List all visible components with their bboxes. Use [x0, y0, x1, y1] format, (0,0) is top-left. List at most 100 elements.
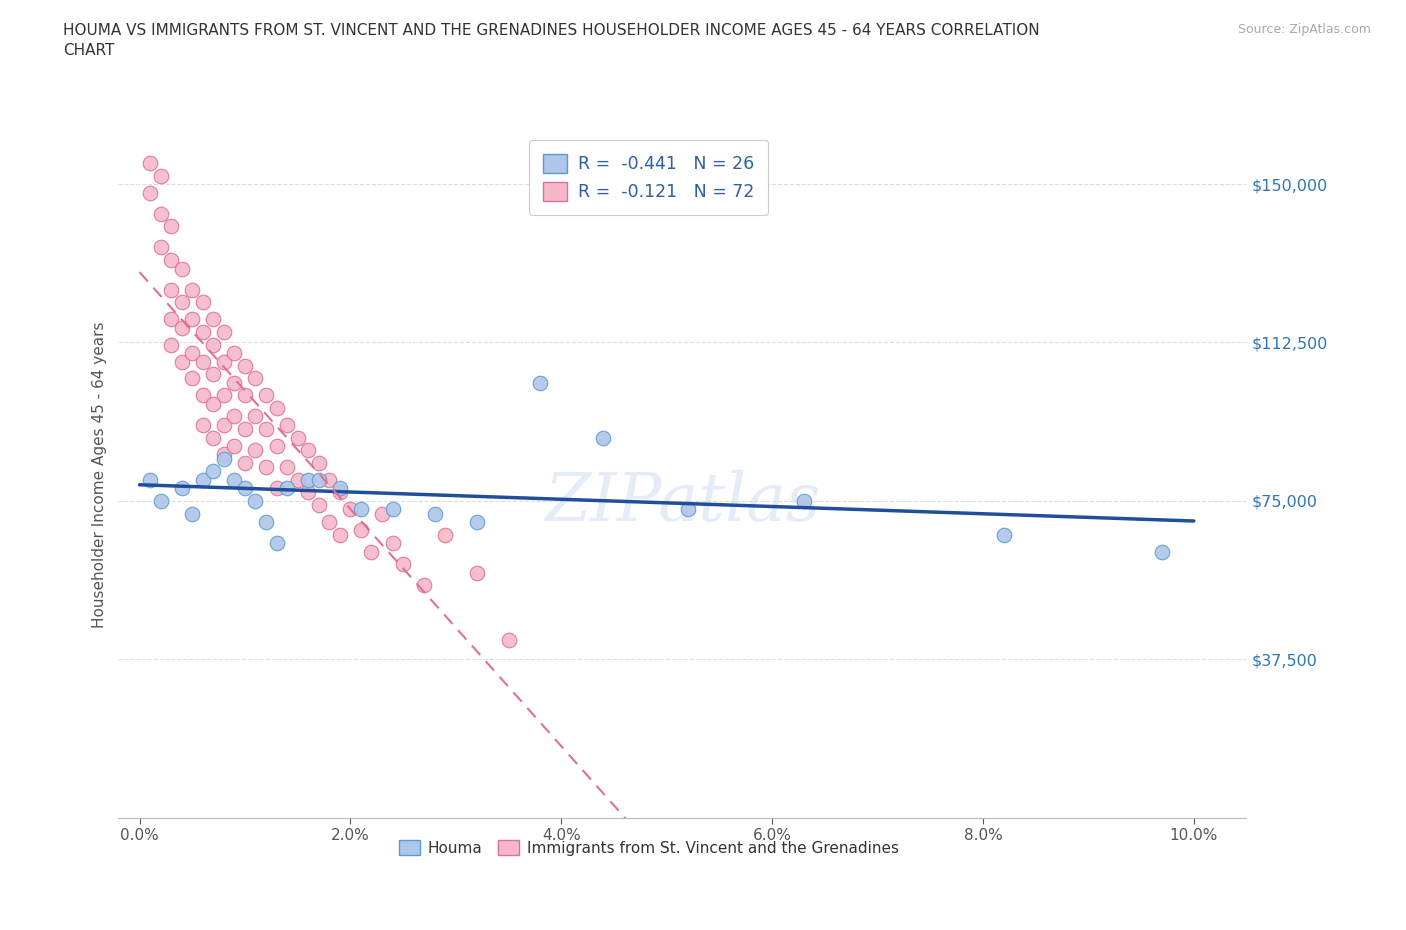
- Point: [149, 206, 172, 221]
- Point: [224, 409, 246, 424]
- Point: [139, 472, 162, 487]
- Point: [170, 295, 193, 310]
- Point: [529, 375, 551, 390]
- Point: [1152, 544, 1174, 559]
- Point: [212, 354, 235, 369]
- Point: [160, 338, 183, 352]
- Point: [149, 494, 172, 509]
- Point: [170, 320, 193, 335]
- Point: [245, 494, 267, 509]
- Point: [339, 502, 361, 517]
- Point: [181, 312, 204, 326]
- Point: [202, 396, 225, 411]
- Point: [233, 388, 256, 403]
- Point: [212, 325, 235, 339]
- Point: [993, 527, 1015, 542]
- Point: [465, 565, 488, 580]
- Point: [245, 409, 267, 424]
- Point: [224, 375, 246, 390]
- Point: [381, 502, 404, 517]
- Point: [212, 418, 235, 432]
- Point: [308, 498, 330, 512]
- Point: [149, 240, 172, 255]
- Point: [212, 388, 235, 403]
- Point: [181, 371, 204, 386]
- Point: [318, 472, 340, 487]
- Point: [181, 282, 204, 297]
- Point: [266, 439, 288, 454]
- Point: [350, 523, 373, 538]
- Point: [329, 481, 352, 496]
- Point: [276, 418, 298, 432]
- Point: [191, 472, 214, 487]
- Point: [202, 464, 225, 479]
- Point: [160, 282, 183, 297]
- Point: [329, 527, 352, 542]
- Point: [160, 312, 183, 326]
- Point: [423, 506, 446, 521]
- Point: [245, 371, 267, 386]
- Point: [318, 514, 340, 529]
- Point: [287, 430, 309, 445]
- Point: [224, 346, 246, 361]
- Point: [191, 418, 214, 432]
- Point: [191, 295, 214, 310]
- Point: [329, 485, 352, 500]
- Point: [498, 633, 520, 648]
- Point: [160, 219, 183, 233]
- Point: [308, 456, 330, 471]
- Point: [233, 421, 256, 436]
- Point: [202, 312, 225, 326]
- Point: [350, 502, 373, 517]
- Point: [413, 578, 436, 592]
- Point: [224, 439, 246, 454]
- Point: [254, 388, 277, 403]
- Point: [139, 155, 162, 170]
- Point: [245, 443, 267, 458]
- Point: [202, 338, 225, 352]
- Point: [212, 451, 235, 466]
- Point: [465, 514, 488, 529]
- Point: [793, 494, 815, 509]
- Point: [676, 502, 699, 517]
- Point: [266, 401, 288, 416]
- Point: [139, 185, 162, 200]
- Point: [297, 485, 319, 500]
- Point: [276, 459, 298, 474]
- Point: [170, 481, 193, 496]
- Point: [266, 481, 288, 496]
- Point: [371, 506, 394, 521]
- Point: [202, 366, 225, 381]
- Point: [276, 481, 298, 496]
- Point: [254, 514, 277, 529]
- Point: [181, 346, 204, 361]
- Point: [392, 557, 415, 572]
- Point: [297, 472, 319, 487]
- Point: [254, 421, 277, 436]
- Point: [381, 536, 404, 551]
- Point: [160, 253, 183, 268]
- Point: [202, 430, 225, 445]
- Point: [170, 354, 193, 369]
- Point: [308, 472, 330, 487]
- Point: [191, 354, 214, 369]
- Legend: Houma, Immigrants from St. Vincent and the Grenadines: Houma, Immigrants from St. Vincent and t…: [392, 833, 905, 861]
- Point: [224, 472, 246, 487]
- Text: HOUMA VS IMMIGRANTS FROM ST. VINCENT AND THE GRENADINES HOUSEHOLDER INCOME AGES : HOUMA VS IMMIGRANTS FROM ST. VINCENT AND…: [63, 23, 1040, 58]
- Point: [181, 506, 204, 521]
- Point: [254, 459, 277, 474]
- Text: Source: ZipAtlas.com: Source: ZipAtlas.com: [1237, 23, 1371, 36]
- Point: [266, 536, 288, 551]
- Point: [170, 261, 193, 276]
- Point: [233, 456, 256, 471]
- Point: [149, 168, 172, 183]
- Point: [233, 358, 256, 373]
- Point: [191, 325, 214, 339]
- Y-axis label: Householder Income Ages 45 - 64 years: Householder Income Ages 45 - 64 years: [93, 321, 107, 628]
- Text: ZIPatlas: ZIPatlas: [544, 470, 821, 535]
- Point: [434, 527, 457, 542]
- Point: [592, 430, 614, 445]
- Point: [297, 443, 319, 458]
- Point: [233, 481, 256, 496]
- Point: [212, 447, 235, 462]
